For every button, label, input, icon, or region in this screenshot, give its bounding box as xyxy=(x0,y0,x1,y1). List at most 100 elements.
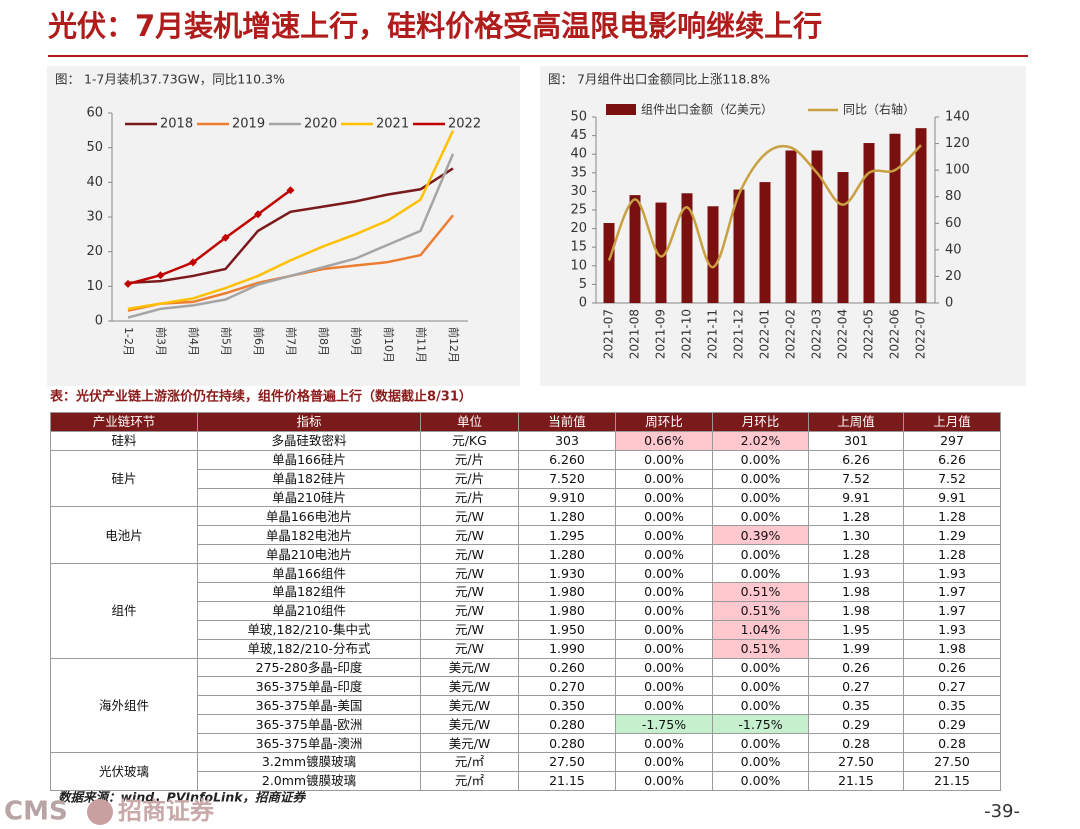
y-tick-label: 10 xyxy=(86,279,103,294)
bar xyxy=(603,223,615,303)
table-cell: 365-375单晶-欧洲 xyxy=(197,714,421,735)
marker xyxy=(189,258,197,267)
table-row: 单晶182组件 元/W 1.980 0.00% 0.51% 1.98 1.97 xyxy=(51,582,1001,602)
table-cell: 0.00% xyxy=(712,676,809,697)
legend-label: 2021 xyxy=(376,117,409,132)
column-header: 上周值 xyxy=(808,412,904,432)
table-cell: 1.98 xyxy=(903,638,1001,659)
y-tick-label: 15 xyxy=(570,240,587,255)
table-row: 单晶210电池片 元/W 1.280 0.00% 0.00% 1.28 1.28 xyxy=(51,544,1001,565)
x-tick-label: 前3月 xyxy=(155,327,169,356)
table-cell: 单晶210电池片 xyxy=(197,544,421,565)
table-row: 硅料 多晶硅致密料 元/KG 303 0.66% 2.02% 301 297 xyxy=(50,430,1001,451)
bar xyxy=(707,206,719,303)
x-tick-label: 前7月 xyxy=(285,327,299,356)
y-tick-label: 5 xyxy=(579,277,587,292)
legend-label: 组件出口金额（亿美元） xyxy=(641,102,773,117)
table-cell: 1.930 xyxy=(518,563,616,584)
table-row: 单晶182电池片 元/W 1.295 0.00% 0.39% 1.30 1.29 xyxy=(51,525,1001,546)
table-row: 365-375单晶-澳洲 美元/W 0.280 0.00% 0.00% 0.28 0.28 xyxy=(51,733,1001,754)
x-tick-label: 前6月 xyxy=(252,327,266,356)
x-tick-label: 2022-07 xyxy=(914,309,928,359)
y-tick-label: 0 xyxy=(579,296,587,311)
bar xyxy=(863,143,875,303)
x-tick-label: 2022-03 xyxy=(810,309,824,359)
legend-label: 2019 xyxy=(232,117,265,132)
table-cell: 单晶182硅片 xyxy=(197,468,421,489)
table-cell: 27.50 xyxy=(518,752,616,772)
table-cell: 0.00% xyxy=(615,468,713,489)
table-cell: 0.00% xyxy=(712,770,809,791)
table-cell: 0.00% xyxy=(712,449,809,470)
y2-tick-label: 40 xyxy=(945,242,962,257)
table-cell: 1.980 xyxy=(518,600,616,621)
table-cell: 美元/W xyxy=(420,657,519,678)
table-row: 单晶182硅片 元/片 7.520 0.00% 0.00% 7.52 7.52 xyxy=(51,468,1001,489)
table-cell: 元/W xyxy=(420,582,519,602)
table-cell: 0.00% xyxy=(712,752,809,772)
table-cell: 元/㎡ xyxy=(420,752,519,772)
table-cell: 1.95 xyxy=(808,619,904,640)
series-line xyxy=(127,130,455,311)
table-cell: 297 xyxy=(903,430,1001,451)
table-row: 组件 单晶166组件 元/W 1.930 0.00% 0.00% 1.93 1.93 xyxy=(50,563,1001,659)
y-tick-label: 25 xyxy=(570,203,587,218)
table-cell: 单晶182电池片 xyxy=(197,525,421,546)
table-cell: 1.93 xyxy=(903,619,1001,640)
table-cell: 元/W xyxy=(420,619,519,640)
x-tick-label: 2022-05 xyxy=(862,309,876,359)
table-cell: 1.98 xyxy=(808,582,904,602)
column-header: 单位 xyxy=(420,412,519,432)
table-cell: 2.0mm镀膜玻璃 xyxy=(197,770,421,791)
group-cell: 硅片 xyxy=(50,449,198,508)
table-cell: 21.15 xyxy=(518,770,616,791)
table-cell: 1.30 xyxy=(808,525,904,546)
table-cell: 单晶210组件 xyxy=(197,600,421,621)
chart-title: 图： 1-7月装机37.73GW，同比110.3% xyxy=(55,72,285,87)
table-cell: 0.00% xyxy=(615,449,713,470)
table-cell: 9.910 xyxy=(518,487,616,508)
x-tick-label: 2021-07 xyxy=(602,309,616,359)
table-cell: 元/片 xyxy=(420,449,519,470)
table-cell: 6.260 xyxy=(518,449,616,470)
group-cell: 硅料 xyxy=(50,430,198,451)
table-cell: 美元/W xyxy=(420,676,519,697)
legend-label: 2022 xyxy=(448,117,481,132)
table-cell: 元/W xyxy=(420,600,519,621)
table-cell: 1.295 xyxy=(518,525,616,546)
series-line xyxy=(127,153,455,319)
bar xyxy=(629,195,641,303)
x-tick-label: 前5月 xyxy=(220,327,234,356)
table-cell: 0.28 xyxy=(903,733,1001,754)
table-cell: 元/W xyxy=(420,638,519,659)
series-line xyxy=(127,189,292,286)
table-cell: 元/W xyxy=(420,506,519,527)
legend-swatch xyxy=(606,104,636,115)
table-cell: 0.00% xyxy=(712,468,809,489)
table-cell: 单玻,182/210-分布式 xyxy=(197,638,421,659)
table-cell: 6.26 xyxy=(903,449,1001,470)
table-cell: 0.00% xyxy=(615,657,713,678)
table-row: 2.0mm镀膜玻璃 元/㎡ 21.15 0.00% 0.00% 21.15 21.15 xyxy=(51,770,1001,791)
table-cell: 0.29 xyxy=(903,714,1001,735)
series-line xyxy=(607,144,922,269)
y-tick-label: 60 xyxy=(86,106,103,121)
bar xyxy=(681,193,693,303)
table-cell: 单晶210硅片 xyxy=(197,487,421,508)
source: 数据来源：wind，PVInfoLink，招商证券 xyxy=(58,790,307,805)
group-cell: 光伏玻璃 xyxy=(50,752,198,791)
x-tick-label: 前10月 xyxy=(382,327,396,363)
logo-icon xyxy=(87,799,113,825)
table-cell: 1.97 xyxy=(903,582,1001,602)
table-cell: 1.950 xyxy=(518,619,616,640)
table-cell: 21.15 xyxy=(808,770,904,791)
bar xyxy=(837,172,849,303)
table-cell: 7.52 xyxy=(808,468,904,489)
table-cell: 2.02% xyxy=(712,430,809,451)
column-header: 月环比 xyxy=(712,412,809,432)
table-cell: 0.27 xyxy=(903,676,1001,697)
group-cell: 电池片 xyxy=(50,506,198,565)
table-cell: 0.00% xyxy=(615,676,713,697)
table-cell: 0.00% xyxy=(615,525,713,546)
